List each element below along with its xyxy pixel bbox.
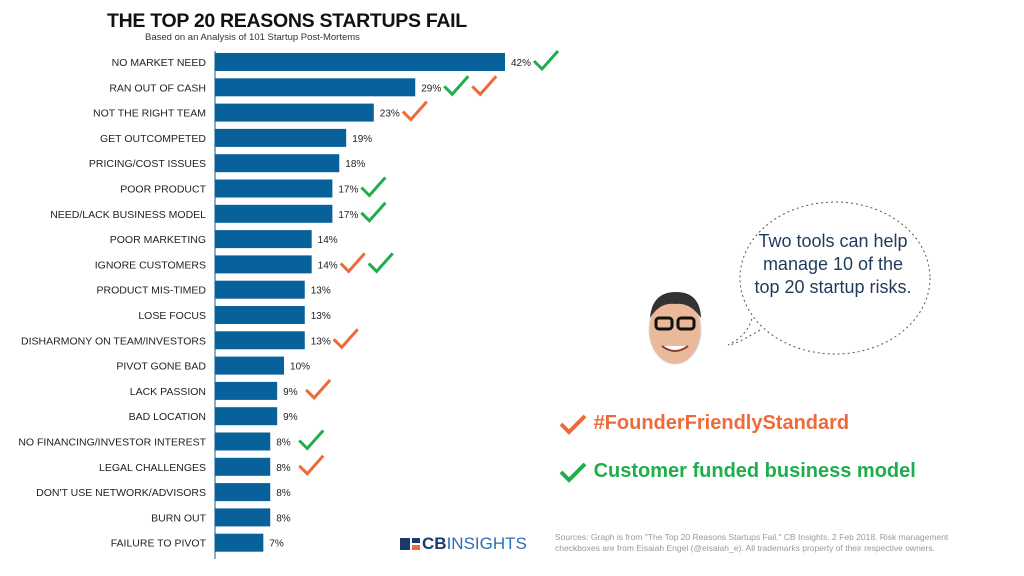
value-label: 17% <box>338 185 358 196</box>
bar <box>215 53 505 71</box>
chart-subtitle: Based on an Analysis of 101 Startup Post… <box>145 32 360 43</box>
bar <box>215 103 374 122</box>
green-check-icon <box>559 462 587 483</box>
bar <box>215 179 333 198</box>
category-label: LACK PASSION <box>130 386 206 398</box>
logo-light: INSIGHTS <box>446 534 527 553</box>
category-label: GET OUTCOMPETED <box>100 133 206 145</box>
bar <box>215 381 278 400</box>
green-check-icon <box>367 252 394 274</box>
category-label: LEGAL CHALLENGES <box>99 462 206 474</box>
value-label: 13% <box>311 286 331 297</box>
category-label: FAILURE TO PIVOT <box>111 538 207 550</box>
category-label: DON'T USE NETWORK/ADVISORS <box>36 487 206 499</box>
category-label: PRICING/COST ISSUES <box>89 158 206 170</box>
category-label: NO FINANCING/INVESTOR INTEREST <box>18 437 206 449</box>
value-label: 9% <box>283 387 298 398</box>
category-label: NO MARKET NEED <box>112 57 207 69</box>
value-label: 23% <box>380 109 400 120</box>
category-label: POOR PRODUCT <box>120 184 206 196</box>
logo-mark-icon <box>400 538 420 550</box>
category-label: PRODUCT MIS-TIMED <box>97 285 207 297</box>
category-label: BURN OUT <box>151 512 206 524</box>
legend-orange: #FounderFriendlyStandard <box>558 412 849 435</box>
value-label: 14% <box>318 235 338 246</box>
orange-check-icon <box>339 252 366 274</box>
category-label: NEED/LACK BUSINESS MODEL <box>50 209 206 221</box>
sources-note: Sources: Graph is from "The Top 20 Reaso… <box>555 532 949 553</box>
green-check-icon <box>443 75 470 97</box>
value-label: 8% <box>276 488 291 499</box>
bar <box>215 508 271 527</box>
value-label: 9% <box>283 412 298 423</box>
category-label: DISHARMONY ON TEAM/INVESTORS <box>21 335 206 347</box>
category-label: BAD LOCATION <box>129 411 206 423</box>
green-check-icon <box>360 201 387 223</box>
bar <box>215 230 312 249</box>
category-label: NOT THE RIGHT TEAM <box>93 108 206 120</box>
category-label: POOR MARKETING <box>110 234 206 246</box>
bar <box>215 306 305 324</box>
cbinsights-logo: CB INSIGHTS <box>400 534 527 554</box>
value-label: 13% <box>311 336 331 347</box>
value-label: 8% <box>276 513 291 524</box>
orange-check-icon <box>401 100 428 122</box>
value-label: 14% <box>318 260 338 271</box>
value-label: 42% <box>511 58 531 69</box>
bar <box>215 407 278 426</box>
bar <box>215 255 312 274</box>
bar <box>215 483 271 502</box>
value-label: 17% <box>338 210 358 221</box>
bar <box>215 78 416 97</box>
orange-check-icon <box>305 378 332 401</box>
value-label: 19% <box>352 134 372 145</box>
value-label: 18% <box>345 159 365 170</box>
orange-check-icon <box>332 328 359 350</box>
green-check-icon <box>298 429 325 451</box>
bar <box>215 204 333 223</box>
value-label: 7% <box>269 539 284 550</box>
bar <box>215 533 264 552</box>
category-label: LOSE FOCUS <box>138 310 206 322</box>
category-label: IGNORE CUSTOMERS <box>95 259 206 271</box>
value-label: 13% <box>311 311 331 322</box>
value-label: 8% <box>276 463 291 474</box>
bar <box>215 128 347 147</box>
orange-check-icon <box>471 75 498 97</box>
orange-check-icon <box>298 454 325 476</box>
orange-check-icon <box>559 414 587 435</box>
green-check-icon <box>532 50 560 72</box>
value-label: 29% <box>421 83 441 94</box>
legend-green: Customer funded business model <box>558 460 916 483</box>
person-avatar <box>648 292 702 365</box>
logo-bold: CB <box>422 534 447 553</box>
bar <box>215 432 271 451</box>
bar <box>215 280 305 299</box>
category-label: PIVOT GONE BAD <box>116 361 206 373</box>
bar <box>215 356 285 375</box>
bubble-text: Two tools can help manage 10 of the top … <box>754 231 912 297</box>
bar <box>215 331 305 350</box>
green-check-icon <box>360 176 387 198</box>
value-label: 10% <box>290 362 310 373</box>
bar <box>215 457 271 476</box>
bar <box>215 154 340 173</box>
legend-orange-label: #FounderFriendlyStandard <box>593 412 850 434</box>
legend-green-label: Customer funded business model <box>593 460 916 482</box>
category-label: RAN OUT OF CASH <box>109 82 206 94</box>
value-label: 8% <box>276 438 291 449</box>
chart-title: THE TOP 20 REASONS STARTUPS FAIL <box>107 10 467 32</box>
